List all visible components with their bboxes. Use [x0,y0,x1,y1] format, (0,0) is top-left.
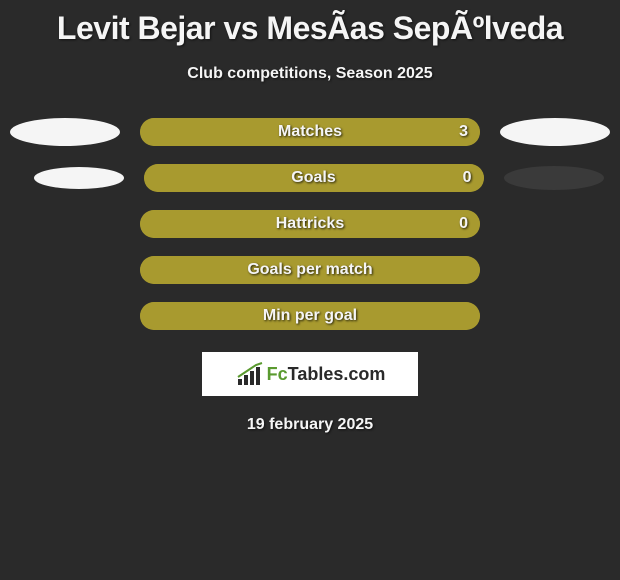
page-title: Levit Bejar vs MesÃ­as SepÃºlveda [0,10,620,47]
stat-row-min-per-goal: Min per goal [0,302,620,330]
stat-bar: Min per goal [140,302,480,330]
logo-text: FcTables.com [267,364,386,385]
logo-middle: Tables [288,364,344,384]
page-subtitle: Club competitions, Season 2025 [0,65,620,83]
stat-bar: Matches 3 [140,118,480,146]
right-spacer [500,256,610,284]
stat-label: Min per goal [140,307,480,325]
logo-prefix: Fc [267,364,288,384]
right-spacer [500,210,610,238]
stat-label: Goals [144,169,484,187]
stat-bar: Goals 0 [144,164,484,192]
stat-bar: Goals per match [140,256,480,284]
stats-block: Matches 3 Goals 0 Hattricks 0 [0,118,620,330]
logo-suffix: .com [343,364,385,384]
stat-row-matches: Matches 3 [0,118,620,146]
stat-row-hattricks: Hattricks 0 [0,210,620,238]
stat-value: 3 [459,123,468,141]
left-spacer [10,256,120,284]
date-line: 19 february 2025 [0,416,620,434]
left-oval [34,167,124,189]
left-spacer [10,210,120,238]
stat-value: 0 [463,169,472,187]
stat-row-goals: Goals 0 [0,164,620,192]
right-spacer [500,302,610,330]
stat-bar: Hattricks 0 [140,210,480,238]
stat-label: Matches [140,123,480,141]
stat-label: Goals per match [140,261,480,279]
right-oval [504,166,604,190]
left-spacer [10,302,120,330]
left-oval [10,118,120,146]
comparison-card: Levit Bejar vs MesÃ­as SepÃºlveda Club c… [0,0,620,434]
stat-label: Hattricks [140,215,480,233]
right-oval [500,118,610,146]
stat-row-goals-per-match: Goals per match [0,256,620,284]
chart-icon [235,361,265,387]
stat-value: 0 [459,215,468,233]
fctables-logo: FcTables.com [202,352,418,396]
